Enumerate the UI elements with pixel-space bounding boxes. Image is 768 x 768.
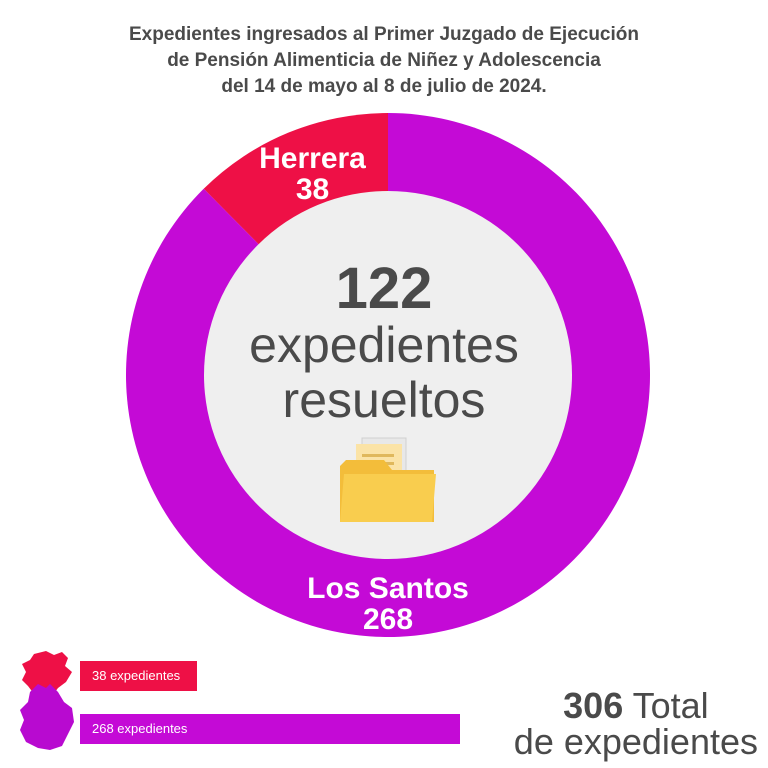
resolved-count: 122: [335, 256, 433, 321]
title-line-1: Expedientes ingresados al Primer Juzgado…: [129, 24, 639, 45]
chart-title: Expedientes ingresados al Primer Juzgado…: [0, 22, 768, 100]
title-line-3: del 14 de mayo al 8 de julio de 2024.: [221, 76, 547, 97]
slice-label-herrera: Herrera 38: [250, 143, 375, 205]
title-line-2: de Pensión Alimenticia de Niñez y Adoles…: [167, 50, 601, 71]
donut-hole: [204, 191, 572, 559]
total-number: 306: [563, 685, 624, 726]
los-santos-map-icon: [20, 684, 74, 750]
resolved-label: expedientes resueltos: [184, 318, 584, 428]
slice-label-los-santos-name: Los Santos: [307, 572, 469, 605]
total-line-2: de expedientes: [513, 721, 758, 762]
total-line-1: 306 Total: [514, 688, 758, 724]
slice-label-herrera-value: 38: [295, 173, 330, 206]
folder-icon: [340, 437, 436, 522]
resolved-label-line-1: expedientes: [249, 317, 519, 373]
herrera-map-icon: [22, 651, 72, 696]
legend-label-los-santos: 268 expedientes: [92, 721, 188, 736]
slice-label-los-santos-value: 268: [362, 603, 414, 636]
slice-label-herrera-name: Herrera: [259, 142, 366, 175]
total-word: Total: [632, 685, 709, 726]
resolved-label-line-2: resueltos: [282, 372, 486, 428]
total-expedientes: 306 Total de expedientes: [514, 688, 758, 760]
legend-label-herrera: 38 expedientes: [92, 668, 181, 683]
slice-label-los-santos: Los Santos 268: [288, 573, 488, 635]
